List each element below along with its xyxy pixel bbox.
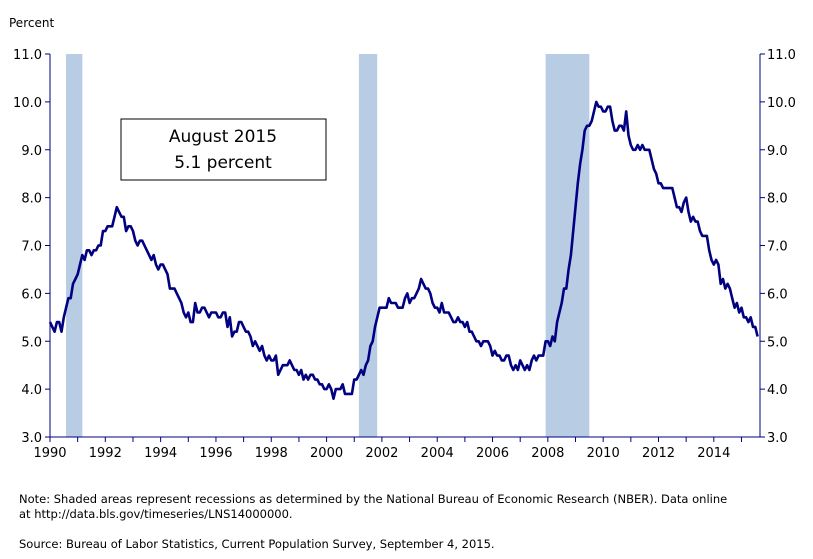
recession-shade: [545, 54, 590, 437]
x-tick-label: 1994: [144, 446, 177, 461]
x-tick-label: 1998: [255, 446, 288, 461]
y-tick-label-left: 9.0: [21, 144, 42, 159]
unemployment-line-chart: Percent 3.0 3.0 4.0 4.0 5.0 5.0 6.0 6.0 7.0 7.0 8.…: [9, 16, 796, 461]
y-tick-label-right: 4.0: [767, 383, 788, 398]
y-tick-label-left: 5.0: [21, 335, 42, 350]
y-tick-label-right: 10.0: [767, 96, 796, 111]
annotation-line2: 5.1 percent: [174, 153, 272, 173]
recession-shade: [66, 54, 83, 437]
y-tick-label-right: 6.0: [767, 287, 788, 302]
y-tick-label-right: 9.0: [767, 144, 788, 159]
y-tick-label-left: 11.0: [13, 48, 42, 63]
x-tick-label: 1996: [199, 446, 232, 461]
x-tick-label: 2002: [365, 446, 398, 461]
y-tick-label-left: 3.0: [21, 431, 42, 446]
x-tick-label: 2008: [531, 446, 564, 461]
y-tick-label-right: 7.0: [767, 240, 788, 255]
y-tick-label-right: 5.0: [767, 335, 788, 350]
x-tick-label: 2012: [642, 446, 675, 461]
y-tick-label-left: 8.0: [21, 192, 42, 207]
x-tick-label: 1990: [33, 446, 66, 461]
note-line2: at http://data.bls.gov/timeseries/LNS140…: [19, 507, 293, 521]
y-tick-label-left: 6.0: [21, 287, 42, 302]
y-tick-label-right: 8.0: [767, 192, 788, 207]
x-tick-label: 2000: [310, 446, 343, 461]
x-tick-label: 1992: [89, 446, 122, 461]
unemployment-rate-line: [48, 100, 759, 400]
y-tick-label-left: 4.0: [21, 383, 42, 398]
y-tick-label-left: 10.0: [13, 96, 42, 111]
x-tick-label: 2014: [697, 446, 730, 461]
y-tick-label-right: 3.0: [767, 431, 788, 446]
annotation-line1: August 2015: [169, 127, 277, 147]
x-tick-label: 2010: [587, 446, 620, 461]
y-tick-label-right: 11.0: [767, 48, 796, 63]
source-text: Source: Bureau of Labor Statistics, Curr…: [19, 537, 495, 551]
x-tick-label: 2004: [421, 446, 454, 461]
y-tick-label-left: 7.0: [21, 240, 42, 255]
recession-shade: [358, 54, 378, 437]
x-tick-label: 2006: [476, 446, 509, 461]
y-axis-label: Percent: [9, 16, 54, 30]
note-line1: Note: Shaded areas represent recessions …: [19, 492, 728, 506]
annotation-box: [120, 118, 327, 181]
